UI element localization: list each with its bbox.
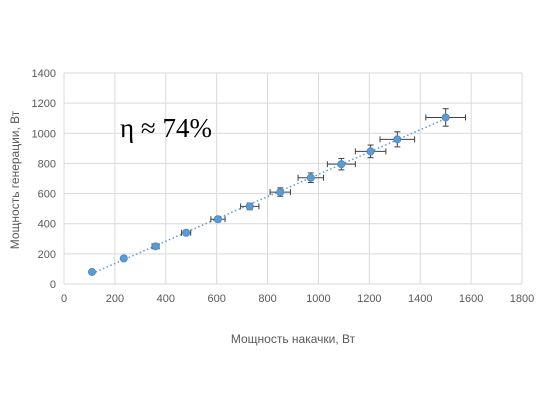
data-point	[337, 160, 346, 169]
y-tick-label: 1400	[32, 68, 56, 80]
data-point	[276, 188, 285, 197]
y-tick-label: 600	[38, 189, 56, 201]
x-tick-label: 1200	[357, 293, 381, 305]
x-tick-labels: 0 200 400 600 800 1000 1200 1400 1600 1800	[61, 293, 534, 305]
x-tick-label: 1600	[459, 293, 483, 305]
y-tick-label: 0	[50, 279, 56, 291]
x-tick-label: 800	[258, 293, 276, 305]
data-point	[182, 228, 191, 237]
data-point	[151, 242, 160, 251]
x-tick-label: 400	[157, 293, 175, 305]
y-tick-labels: 0 200 400 600 800 1000 1200 1400	[32, 68, 56, 291]
data-point	[441, 113, 450, 122]
data-point	[366, 147, 375, 156]
data-point	[245, 202, 254, 211]
trendline	[91, 117, 446, 275]
data-point	[87, 267, 96, 276]
x-tick-label: 1400	[408, 293, 432, 305]
y-tick-label: 800	[38, 158, 56, 170]
data-point	[213, 215, 222, 224]
data-point	[119, 254, 128, 263]
x-tick-label: 1800	[510, 293, 534, 305]
x-tick-label: 1000	[306, 293, 330, 305]
y-tick-label: 400	[38, 219, 56, 231]
data-point	[306, 173, 315, 182]
y-axis-title: Мощность генерации, Вт	[8, 110, 22, 249]
y-tick-label: 1200	[32, 98, 56, 110]
data-point	[393, 135, 402, 144]
data-points	[87, 113, 450, 276]
x-tick-label: 600	[207, 293, 225, 305]
x-tick-label: 0	[61, 293, 67, 305]
efficiency-annotation: η ≈ 74%	[120, 113, 212, 143]
x-axis-title: Мощность накачки, Вт	[231, 332, 356, 346]
trendline-group	[91, 117, 446, 275]
grid	[63, 72, 523, 285]
x-tick-label: 200	[106, 293, 124, 305]
y-tick-label: 200	[38, 249, 56, 261]
y-tick-label: 1000	[32, 128, 56, 140]
